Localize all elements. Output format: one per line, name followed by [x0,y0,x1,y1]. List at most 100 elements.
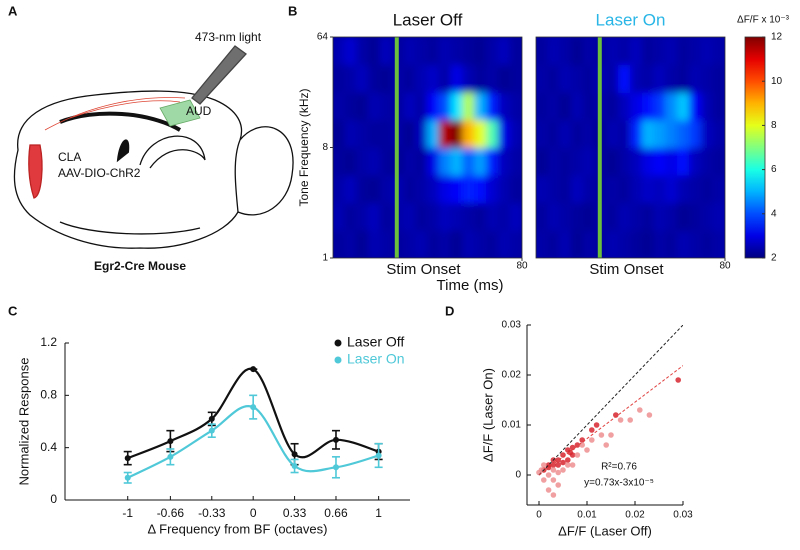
heatmap-cell [700,91,714,121]
brain-diagram [13,45,294,249]
heatmap-cell [547,64,561,93]
panel-label: B [288,3,297,18]
data-point [598,432,605,438]
y-tick-label: 64 [317,32,329,43]
heatmap-cell [641,37,655,66]
heatmap-cell [630,37,643,66]
heatmap-cell [356,64,369,93]
data-point [608,432,614,438]
data-point [555,462,561,468]
heatmap-cell [665,119,679,148]
x-tick-label: -0.66 [157,506,185,520]
heatmap-cell [677,37,691,66]
heatmap-cell [497,64,511,93]
data-point [574,452,581,458]
data-point [291,462,298,469]
heatmap-cell [582,119,596,148]
heatmap-cell [618,91,631,121]
heatmap-cell [653,202,667,231]
heatmap-cell [582,91,596,121]
heatmap-cell [497,119,511,148]
heatmap-cell [653,64,667,93]
heatmap [333,37,522,258]
heatmap-cell [536,174,549,204]
heatmap-cell [497,202,511,231]
data-point [584,447,590,453]
heatmap-cell [712,91,725,121]
heatmap-cell [438,147,452,176]
heatmap-cell [486,64,499,93]
heatmap-cell [333,202,346,231]
x-axis-label: Δ Frequency from BF (octaves) [148,521,328,536]
heatmap-cell [486,37,499,66]
data-point [565,457,571,463]
colorbar-tick-label: 8 [771,120,777,131]
heatmap-cell [641,202,655,231]
heatmap-cell [438,229,452,258]
heatmap-cell [689,91,702,121]
heatmap-cell [450,119,464,148]
heatmap-cell [474,119,488,148]
heatmap-cell [344,229,358,258]
data-point [646,412,653,418]
y-tick-label: 1.2 [40,335,57,349]
heatmap-cell [438,37,452,66]
heatmap-cell [509,37,522,66]
heatmap-cell [356,229,369,258]
heatmap-cell [653,91,667,121]
heatmap-cell [379,147,393,176]
heatmap-cell [344,174,358,204]
heatmap-cell [665,202,679,231]
colorbar-tick-label: 4 [771,208,777,219]
heatmap-cell [356,119,369,148]
heatmap-cell [606,119,620,148]
y-tick-label: 1 [322,253,328,264]
heatmap-cell [427,147,440,176]
heatmap-cell [700,119,714,148]
x-axis-label: Time (ms) [437,277,504,294]
heatmap-cell [536,119,549,148]
heatmap-cell [653,119,667,148]
data-point [208,415,215,422]
heatmap-cell [689,147,702,176]
heatmap-cell [415,174,428,204]
data-point [550,462,557,468]
heatmap-cell [497,174,511,204]
heatmap-cell [497,147,511,176]
heatmap-cell [641,229,655,258]
heatmap-cell [486,202,499,231]
heatmap-cell [665,147,679,176]
panel-label: A [8,3,18,18]
heatmap-cell [427,64,440,93]
legend-marker [334,339,342,347]
heatmap-cell [450,229,464,258]
heatmap-cell [474,64,488,93]
heatmap-cell [474,147,488,176]
heatmap-cell [630,64,643,93]
heatmap-cell [547,174,561,204]
colorbar-tick-label: 6 [771,164,777,175]
heatmap-cell [665,64,679,93]
heatmap-cell [689,174,702,204]
heatmap-cell [462,202,476,231]
heatmap-cell [630,229,643,258]
heatmap-cell [379,64,393,93]
heatmap-cell [641,147,655,176]
heatmap-cell [677,229,691,258]
heatmap-cell [641,64,655,93]
y-tick-label: 0.8 [40,388,57,402]
heatmap-cell [689,64,702,93]
heatmap-cell [486,229,499,258]
heatmap-cell [689,229,702,258]
heatmap-cell [547,147,561,176]
chart-title: Laser On [596,10,666,29]
heatmap-cell [427,229,440,258]
heatmap-cell [559,174,572,204]
heatmap-cell [582,174,596,204]
data-point [375,452,382,459]
heatmap-cell [403,64,417,93]
heatmap-cell [509,119,522,148]
heatmap-cell [536,37,549,66]
heatmap-cell [344,202,358,231]
heatmap-cell [403,202,417,231]
